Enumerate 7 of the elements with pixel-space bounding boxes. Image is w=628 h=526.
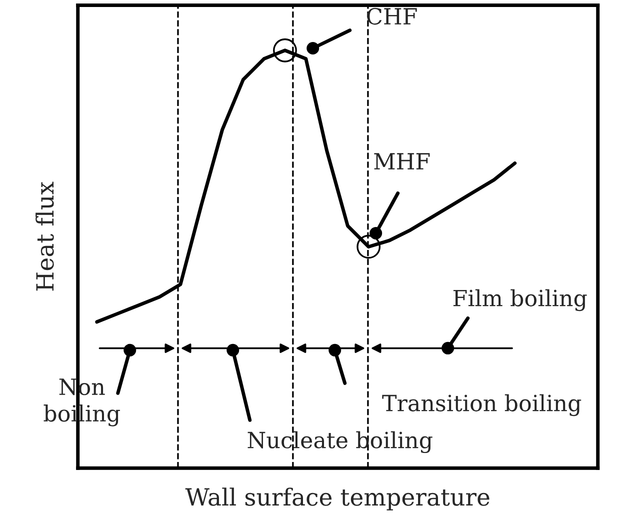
annotation: Nucleate boiling	[248, 431, 432, 454]
text: CHF	[367, 8, 417, 25]
x-axis-title: Wall surface temperature	[185, 488, 490, 510]
annotation: Film boiling	[453, 289, 587, 312]
annotation: Transition boiling	[382, 394, 582, 416]
annotation: MHF	[374, 153, 430, 170]
y-axis-title: Heat flux	[36, 182, 54, 291]
